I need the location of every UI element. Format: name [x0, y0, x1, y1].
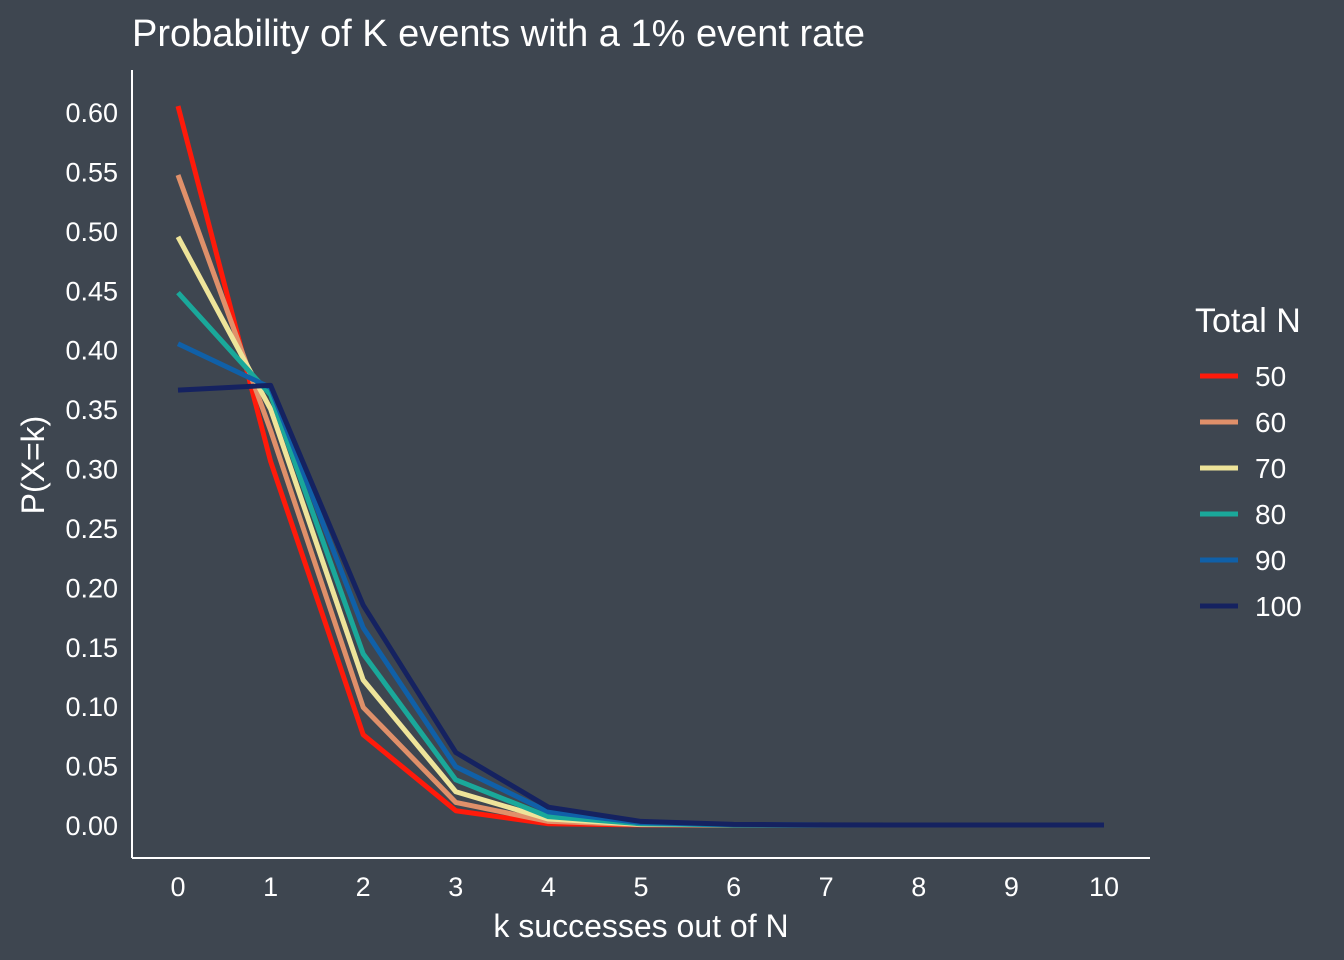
- series-line-100: [177, 382, 1104, 828]
- y-tick-label: 0.45: [65, 276, 118, 306]
- x-tick-label: 7: [819, 872, 834, 902]
- legend-title: Total N: [1195, 302, 1301, 340]
- x-axis-title: k successes out of N: [493, 908, 788, 944]
- legend-label-90: 90: [1255, 545, 1286, 576]
- legend-label-60: 60: [1255, 407, 1286, 438]
- y-tick-label: 0.35: [65, 395, 118, 425]
- legend-label-50: 50: [1255, 361, 1286, 392]
- x-axis-ticks: 0 1 2 3 4 5 6 7 8 9 10: [170, 872, 1119, 902]
- series-line-50: [175, 105, 1104, 828]
- legend: Total N 50 60 70 80 90 100: [1195, 302, 1302, 622]
- legend-label-100: 100: [1255, 591, 1302, 622]
- series-line-90: [176, 341, 1104, 828]
- x-tick-label: 10: [1089, 872, 1119, 902]
- y-tick-label: 0.20: [65, 573, 118, 603]
- y-tick-label: 0.10: [65, 692, 118, 722]
- y-axis-title: P(X=k): [15, 416, 51, 515]
- series-lines: [175, 105, 1104, 828]
- y-tick-label: 0.55: [65, 157, 118, 187]
- x-tick-label: 4: [541, 872, 556, 902]
- y-tick-label: 0.60: [65, 98, 118, 128]
- x-tick-label: 8: [911, 872, 926, 902]
- chart-title: Probability of K events with a 1% event …: [132, 13, 865, 55]
- x-tick-label: 6: [726, 872, 741, 902]
- x-tick-label: 1: [263, 872, 278, 902]
- x-tick-label: 9: [1004, 872, 1019, 902]
- series-line-80: [176, 290, 1104, 828]
- y-tick-label: 0.40: [65, 336, 118, 366]
- x-tick-label: 0: [170, 872, 185, 902]
- y-tick-label: 0.30: [65, 455, 118, 485]
- y-tick-label: 0.00: [65, 811, 118, 841]
- y-axis-ticks: 0.00 0.05 0.10 0.15 0.20 0.25 0.30 0.35 0.40 0.45…: [65, 98, 118, 841]
- legend-label-80: 80: [1255, 499, 1286, 530]
- y-tick-label: 0.50: [65, 217, 118, 247]
- y-tick-label: 0.15: [65, 633, 118, 663]
- x-tick-label: 2: [356, 872, 371, 902]
- x-tick-label: 5: [633, 872, 648, 902]
- legend-label-70: 70: [1255, 453, 1286, 484]
- y-tick-label: 0.05: [65, 752, 118, 782]
- x-tick-label: 3: [448, 872, 463, 902]
- y-tick-label: 0.25: [65, 514, 118, 544]
